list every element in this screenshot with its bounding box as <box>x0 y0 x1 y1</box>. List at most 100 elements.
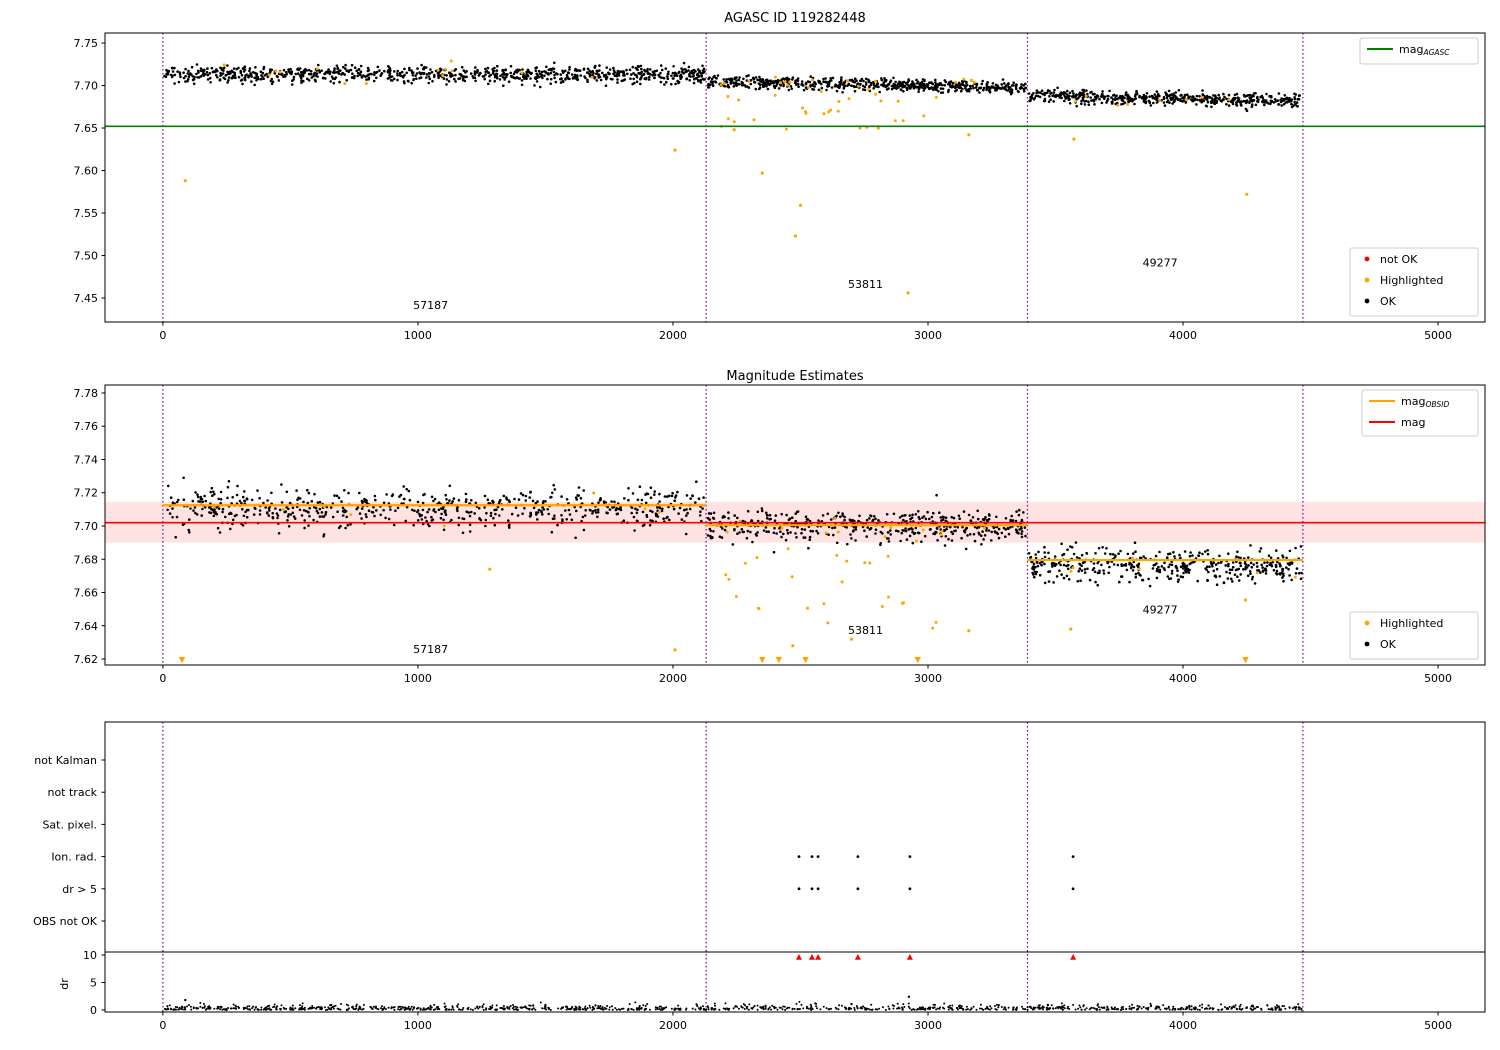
x-tick-label: 3000 <box>914 672 942 685</box>
flag-point <box>810 887 814 891</box>
legend-marker <box>1364 641 1370 647</box>
x-tick-label: 4000 <box>1169 672 1197 685</box>
x-tick-label: 2000 <box>659 329 687 342</box>
y-tick-label: 7.62 <box>74 653 99 666</box>
y-tick-label: 7.65 <box>74 122 99 135</box>
x-tick-label: 1000 <box>404 329 432 342</box>
flag-point <box>816 887 820 891</box>
legend-marker <box>1364 277 1370 283</box>
y-tick-label: 7.50 <box>74 250 99 263</box>
x-tick-label: 1000 <box>404 1019 432 1032</box>
legend-label: Highlighted <box>1380 274 1443 287</box>
legend-marker <box>1364 298 1370 304</box>
x-tick-label: 5000 <box>1424 329 1452 342</box>
obsid-label: 53811 <box>848 278 883 291</box>
dr-clipped-marker <box>1070 954 1077 960</box>
legend-label: not OK <box>1380 253 1418 266</box>
highlighted-points <box>212 491 1297 652</box>
obsid-label: 49277 <box>1143 257 1178 270</box>
y-tick-label: 7.55 <box>74 207 99 220</box>
flag-row-label: Sat. pixel. <box>42 818 97 831</box>
legend-label: Highlighted <box>1380 617 1443 630</box>
legend-label: OK <box>1380 638 1397 651</box>
flag-point <box>856 855 860 858</box>
dr-tick-label: 5 <box>90 977 97 990</box>
legend-label: magOBSID <box>1401 395 1449 409</box>
x-tick-label: 5000 <box>1424 1019 1452 1032</box>
dr-tick-label: 0 <box>90 1004 97 1017</box>
legend-box <box>1349 247 1479 317</box>
flag-row-label: OBS not OK <box>33 915 98 928</box>
obsid-label: 53811 <box>848 624 883 637</box>
clipped-low-marker <box>1242 657 1249 664</box>
x-tick-label: 2000 <box>659 1019 687 1032</box>
flag-point <box>797 855 801 858</box>
x-tick-label: 2000 <box>659 672 687 685</box>
flag-point <box>810 855 814 858</box>
x-tick-label: 0 <box>159 1019 166 1032</box>
dr-axis-label: dr <box>58 978 71 990</box>
flag-point <box>1071 887 1075 891</box>
x-tick-label: 3000 <box>914 329 942 342</box>
flag-row-label: not Kalman <box>34 754 97 767</box>
obsid-label: 57187 <box>413 299 448 312</box>
clipped-low-marker <box>759 657 766 664</box>
flag-point <box>816 855 820 858</box>
highlighted-points <box>183 59 1249 295</box>
x-tick-label: 3000 <box>914 1019 942 1032</box>
y-tick-label: 7.64 <box>74 620 99 633</box>
clipped-low-marker <box>775 657 783 664</box>
clipped-low-marker <box>914 657 921 664</box>
x-tick-label: 4000 <box>1169 329 1197 342</box>
flag-row-label: Ion. rad. <box>51 851 97 864</box>
flag-point <box>797 887 801 891</box>
dr-clipped-marker <box>808 954 815 960</box>
clipped-low-marker <box>178 657 186 664</box>
plot-flags: not Kalman not track Sat. pixel. Ion. rad. d… <box>33 721 1486 1032</box>
axes-spines <box>104 721 1486 1013</box>
x-tick-label: 0 <box>159 329 166 342</box>
y-tick-label: 7.70 <box>74 80 99 93</box>
y-tick-label: 7.78 <box>74 387 99 400</box>
y-tick-label: 7.76 <box>74 420 99 433</box>
y-tick-label: 7.72 <box>74 487 99 500</box>
plot1-title: AGASC ID 119282448 <box>724 11 866 26</box>
legend-label: OK <box>1380 295 1397 308</box>
x-tick-label: 5000 <box>1424 672 1452 685</box>
legend-marker <box>1364 256 1370 262</box>
obsid-label: 57187 <box>413 643 448 656</box>
x-tick-label: 1000 <box>404 672 432 685</box>
obsid-label: 49277 <box>1143 603 1178 616</box>
y-tick-label: 7.60 <box>74 165 99 178</box>
flag-row-label: not track <box>47 786 97 799</box>
y-tick-label: 7.66 <box>74 587 99 600</box>
plot-1: 57187 53811 49277 0 1000 2000 3000 4000 5000 7.45… <box>74 32 1486 342</box>
legend-label: mag <box>1401 416 1425 429</box>
y-tick-label: 7.74 <box>74 453 99 466</box>
axes-spines <box>104 384 1486 666</box>
axes-spines <box>104 32 1486 323</box>
plot2-title: Magnitude Estimates <box>726 369 864 384</box>
y-tick-label: 7.68 <box>74 553 99 566</box>
dr-tick-label: 10 <box>83 949 97 962</box>
flag-point <box>856 887 860 891</box>
dr-points <box>163 995 1303 1011</box>
y-tick-label: 7.45 <box>74 292 99 305</box>
flag-point <box>1071 855 1075 858</box>
y-tick-label: 7.70 <box>74 520 99 533</box>
dr-clipped-marker <box>815 954 822 960</box>
y-tick-label: 7.75 <box>74 37 99 50</box>
x-tick-label: 4000 <box>1169 1019 1197 1032</box>
x-tick-label: 0 <box>159 672 166 685</box>
plot-2: 57187 53811 49277 0 1000 2000 3000 4000 5000 7.62… <box>74 384 1486 685</box>
legend-box <box>1349 611 1479 660</box>
clipped-low-marker <box>802 657 809 664</box>
flag-point <box>908 855 912 858</box>
legend-label: magAGASC <box>1399 43 1450 57</box>
dr-clipped-marker <box>795 954 802 960</box>
legend-marker <box>1364 620 1370 626</box>
flag-point <box>908 887 912 891</box>
dr-clipped-marker <box>906 954 913 960</box>
